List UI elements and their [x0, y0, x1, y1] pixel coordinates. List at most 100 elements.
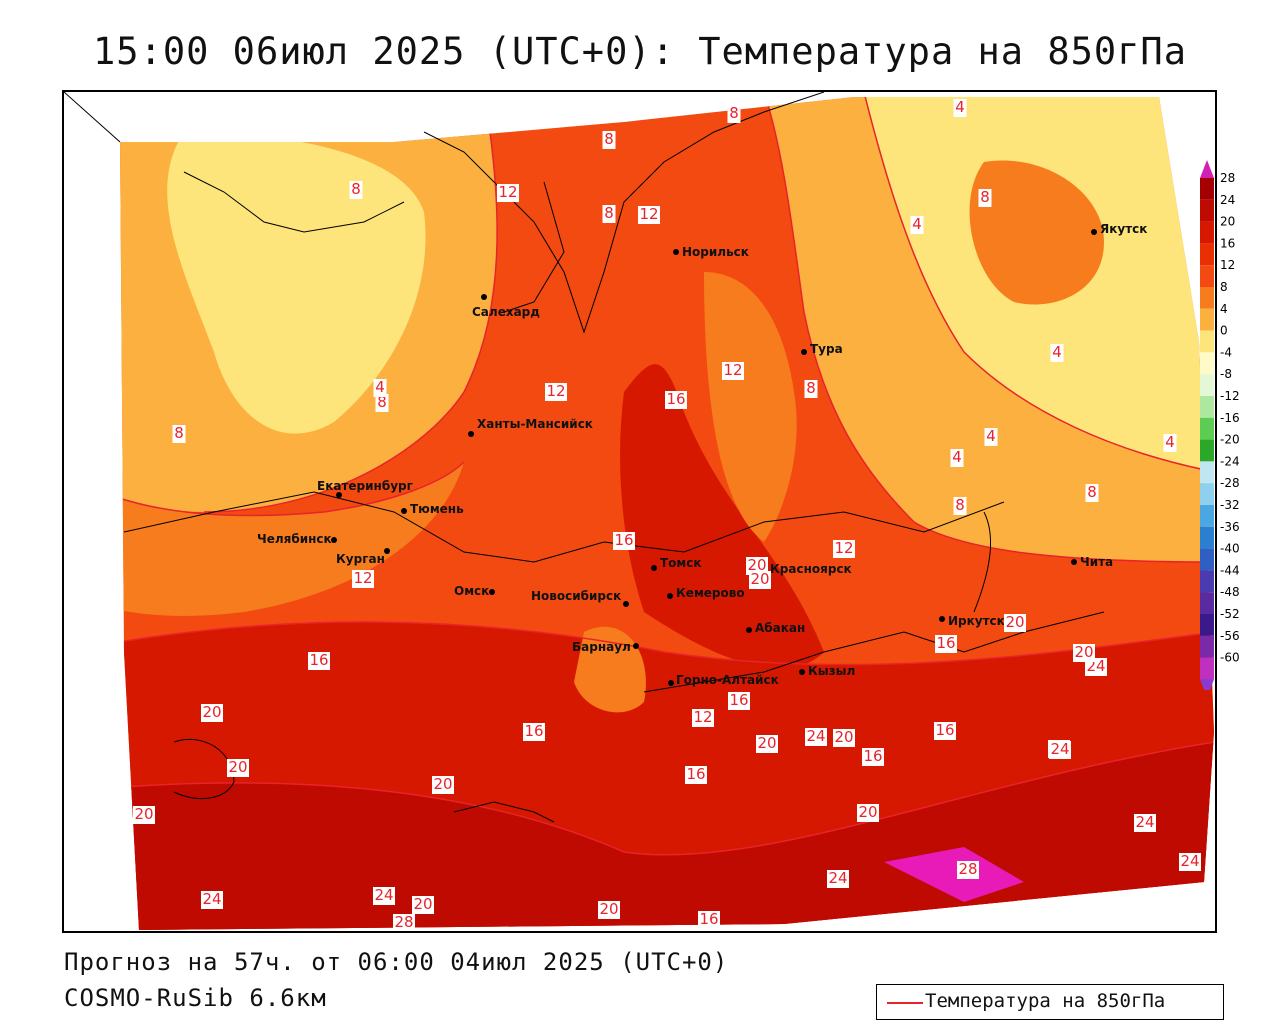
isotherm-label: 24 [805, 727, 827, 746]
svg-text:16: 16 [729, 691, 748, 709]
city-norilsk[interactable]: Норильск [673, 245, 749, 259]
city-chelyabinsk[interactable]: Челябинск [257, 532, 337, 546]
colorbar-swatch [1200, 635, 1214, 658]
colorbar-tick-label: -44 [1220, 563, 1240, 577]
isotherm-label: 8 [375, 393, 389, 412]
svg-text:8: 8 [1087, 483, 1097, 501]
city-chita[interactable]: Чита [1071, 555, 1113, 569]
city-kyzyl[interactable]: Кызыл [799, 664, 855, 678]
temperature-map[interactable]: Норильск Якутск Салехард Тура Ханты-Манс… [62, 90, 1217, 933]
isotherm-label: 28 [957, 860, 979, 879]
isotherm-label: 24 [1049, 740, 1071, 759]
svg-text:24: 24 [1050, 740, 1069, 758]
isotherm-label: 16 [728, 691, 750, 710]
svg-text:20: 20 [750, 570, 769, 588]
svg-text:20: 20 [134, 805, 153, 823]
svg-text:8: 8 [980, 188, 990, 206]
isotherm-label: 12 [722, 361, 744, 380]
isotherm-label: 8 [978, 188, 992, 207]
isotherm-label: 24 [1134, 813, 1156, 832]
city-novosibirsk[interactable]: Новосибирск [531, 589, 629, 607]
svg-text:8: 8 [174, 424, 184, 442]
svg-text:20: 20 [599, 900, 618, 918]
legend-label: Температура на 850гПа [925, 990, 1166, 1012]
city-abakan[interactable]: Абакан [746, 621, 805, 635]
city-tyumen[interactable]: Тюмень [401, 502, 464, 516]
svg-text:Иркутск: Иркутск [948, 614, 1005, 628]
isotherm-label: 20 [749, 570, 771, 589]
svg-text:4: 4 [952, 448, 962, 466]
svg-text:Томск: Томск [660, 556, 702, 570]
city-khanty-mansiysk[interactable]: Ханты-Мансийск [468, 417, 593, 437]
boundary-lines [64, 92, 1105, 823]
isotherm-label: 4 [953, 98, 967, 117]
svg-text:Екатеринбург: Екатеринбург [317, 479, 413, 493]
isotherm-label: 20 [1073, 643, 1095, 662]
isotherm-label: 20 [412, 895, 434, 914]
isotherm-label: 16 [523, 722, 545, 741]
isotherm-label: 24 [1179, 852, 1201, 871]
svg-text:20: 20 [228, 758, 247, 776]
colorbar-tick-label: -60 [1220, 651, 1240, 665]
svg-text:Кызыл: Кызыл [808, 664, 855, 678]
svg-text:20: 20 [202, 703, 221, 721]
svg-text:4: 4 [955, 98, 965, 116]
colorbar-tick-label: -28 [1220, 476, 1240, 490]
city-kemerovo[interactable]: Кемерово [667, 586, 745, 600]
svg-text:24: 24 [1135, 813, 1154, 831]
isotherm-label: 8 [172, 424, 186, 443]
city-salekhard[interactable]: Салехард [472, 294, 540, 319]
svg-text:20: 20 [413, 895, 432, 913]
model-info: COSMO-RuSib 6.6км [64, 984, 327, 1012]
isotherm-label: 20 [857, 803, 879, 822]
isotherm-label: 4 [1163, 433, 1177, 452]
isotherm-label: 12 [833, 539, 855, 558]
isotherm-label: 12 [638, 205, 660, 224]
isotherm-label: 20 [133, 805, 155, 824]
svg-text:8: 8 [604, 130, 614, 148]
chart-title: 15:00 06июл 2025 (UTC+0): Температура на… [93, 30, 1187, 73]
city-yakutsk[interactable]: Якутск [1091, 222, 1147, 236]
city-tura[interactable]: Тура [801, 342, 843, 356]
svg-text:12: 12 [498, 183, 517, 201]
isotherm-label: 12 [497, 183, 519, 202]
city-tomsk[interactable]: Томск [651, 556, 702, 571]
isotherm-label: 16 [665, 390, 687, 409]
svg-text:16: 16 [936, 634, 955, 652]
colorbar-tick-label: -20 [1220, 433, 1240, 447]
svg-text:12: 12 [546, 382, 565, 400]
svg-text:12: 12 [353, 569, 372, 587]
colorbar-swatch [1200, 374, 1214, 396]
isotherm-label: 20 [227, 758, 249, 777]
svg-text:Ханты-Мансийск: Ханты-Мансийск [477, 417, 593, 431]
colorbar-swatch [1200, 265, 1214, 287]
svg-text:24: 24 [828, 869, 847, 887]
city-yekaterinburg[interactable]: Екатеринбург [317, 479, 413, 498]
colorbar-tick-label: -12 [1220, 389, 1240, 403]
city-kurgan[interactable]: Курган [336, 548, 390, 566]
svg-text:Кемерово: Кемерово [676, 586, 745, 600]
svg-text:16: 16 [524, 722, 543, 740]
svg-text:Тура: Тура [810, 342, 843, 356]
isotherm-label: 12 [352, 569, 374, 588]
svg-text:Норильск: Норильск [682, 245, 749, 259]
temperature-field [120, 97, 1214, 930]
forecast-info: Прогноз на 57ч. от 06:00 04июл 2025 (UTC… [64, 948, 729, 976]
colorbar-tick-label: 28 [1220, 171, 1235, 185]
city-gorno-altaysk[interactable]: Горно-Алтайск [668, 673, 779, 687]
city-barnaul[interactable]: Барнаул [572, 640, 639, 654]
colorbar-tick-label: -52 [1220, 607, 1240, 621]
isotherm-label: 20 [756, 734, 778, 753]
svg-text:16: 16 [686, 765, 705, 783]
svg-text:8: 8 [729, 104, 739, 122]
city-omsk[interactable]: Омск [454, 584, 495, 598]
svg-text:8: 8 [604, 204, 614, 222]
svg-text:16: 16 [935, 721, 954, 739]
colorbar-swatch [1200, 505, 1214, 527]
colorbar-swatch [1200, 614, 1214, 636]
svg-text:4: 4 [986, 427, 996, 445]
isotherm-label: 8 [349, 180, 363, 199]
city-krasnoyarsk[interactable]: Красноярск [761, 562, 852, 576]
city-irkutsk[interactable]: Иркутск [939, 614, 1005, 628]
colorbar-swatch [1200, 461, 1214, 484]
